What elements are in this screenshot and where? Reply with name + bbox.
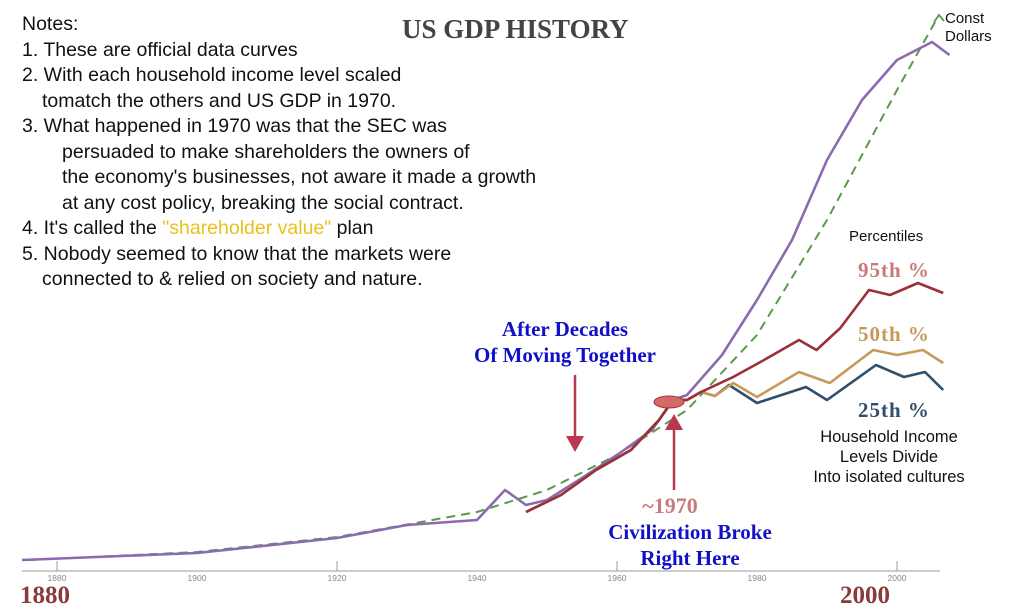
x-tick-label: 1880 bbox=[48, 573, 67, 583]
note-4-post: plan bbox=[331, 217, 374, 239]
note-4: 4. It's called the "shareholder value" p… bbox=[22, 216, 536, 242]
start-year-label: 1880 bbox=[20, 582, 70, 609]
const-dollars-label: Const Dollars bbox=[945, 10, 992, 46]
break-point-marker bbox=[653, 395, 685, 409]
legend-25th: 25th % bbox=[858, 398, 930, 422]
percentiles-label: Percentiles bbox=[849, 228, 924, 245]
series-line-gdp bbox=[21, 40, 951, 562]
up-arrow-head bbox=[665, 414, 683, 430]
x-tick-label: 2000 bbox=[888, 573, 907, 583]
note-3b: persuaded to make shareholders the owner… bbox=[62, 140, 470, 163]
broke-line1: Civilization Broke bbox=[608, 520, 772, 544]
x-tick-label: 1980 bbox=[748, 573, 767, 583]
note-3c: the economy's businesses, not aware it m… bbox=[62, 166, 537, 188]
x-tick-label: 1900 bbox=[188, 573, 207, 583]
const-label-line1: Const bbox=[945, 10, 985, 27]
after-decades-line2: Of Moving Together bbox=[474, 343, 656, 367]
year-1970-label: ~1970 bbox=[642, 493, 698, 518]
note-2b: tomatch the others and US GDP in 1970. bbox=[42, 89, 397, 112]
chart-title: US GDP HISTORY bbox=[402, 14, 629, 44]
series-line-p95 bbox=[525, 281, 944, 514]
hh-line1: Household Income bbox=[820, 428, 958, 446]
household-income-note: Household Income Levels Divide Into isol… bbox=[784, 427, 994, 487]
x-tick-label: 1960 bbox=[608, 573, 627, 583]
hh-line3: Into isolated cultures bbox=[813, 468, 965, 486]
note-5a: 5. Nobody seemed to know that the market… bbox=[22, 242, 452, 265]
down-arrow-head bbox=[566, 436, 584, 452]
const-label-line2: Dollars bbox=[945, 28, 992, 45]
civilization-broke-annotation: Civilization Broke Right Here bbox=[570, 519, 810, 571]
note-1: 1. These are official data curves bbox=[22, 38, 298, 61]
legend-95th: 95th % bbox=[858, 258, 930, 282]
note-2a: 2. With each household income level scal… bbox=[22, 64, 402, 86]
note-3a: 3. What happened in 1970 was that the SE… bbox=[22, 115, 447, 137]
note-4-highlight: "shareholder value" bbox=[162, 217, 332, 239]
notes-block: Notes: 1. These are official data curves… bbox=[22, 12, 536, 293]
note-4-pre: 4. It's called the bbox=[22, 217, 163, 239]
after-decades-annotation: After Decades Of Moving Together bbox=[430, 316, 700, 368]
hh-line2: Levels Divide bbox=[839, 448, 939, 466]
note-3d: at any cost policy, breaking the social … bbox=[62, 191, 464, 214]
x-tick-label: 1920 bbox=[328, 573, 347, 583]
legend-50th: 50th % bbox=[858, 322, 930, 346]
x-tick-label: 1940 bbox=[468, 573, 487, 583]
notes-heading: Notes: bbox=[22, 13, 79, 35]
trend-arrowhead bbox=[933, 13, 945, 23]
note-5b: connected to & relied on society and nat… bbox=[42, 268, 423, 290]
after-decades-line1: After Decades bbox=[501, 317, 629, 341]
broke-line2: Right Here bbox=[640, 546, 740, 570]
end-year-label: 2000 bbox=[840, 582, 890, 609]
